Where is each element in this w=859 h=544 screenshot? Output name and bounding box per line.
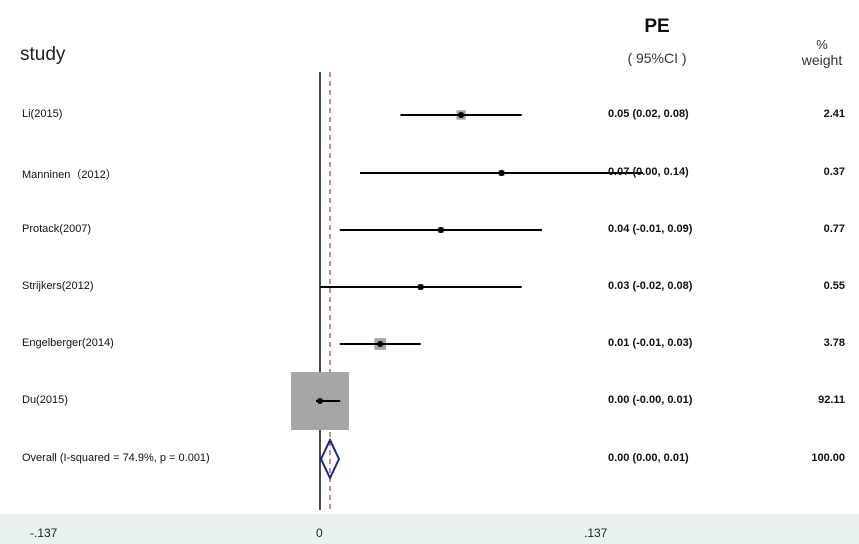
x-tick-label: .137 xyxy=(584,526,608,540)
study-weight: 3.78 xyxy=(823,337,845,349)
x-tick-label: -.137 xyxy=(30,526,58,540)
study-label: Protack(2007) xyxy=(22,223,92,235)
study-label: Engelberger(2014) xyxy=(22,337,114,349)
effect-estimate: 0.05 (0.02, 0.08) xyxy=(608,108,689,120)
weight-percent-header: % xyxy=(816,37,828,52)
point-estimate xyxy=(377,341,384,347)
study-label: Strijkers(2012) xyxy=(22,280,94,292)
study-label: Du(2015) xyxy=(22,394,68,406)
study-weight: 2.41 xyxy=(823,108,845,120)
effect-estimate: 0.00 (-0.00, 0.01) xyxy=(608,394,693,406)
study-weight: 0.55 xyxy=(823,280,845,292)
x-tick-label: 0 xyxy=(316,526,323,540)
effect-estimate: 0.04 (-0.01, 0.09) xyxy=(608,223,693,235)
point-estimate xyxy=(417,284,424,290)
x-axis-band xyxy=(0,514,859,544)
effect-estimate: 0.01 (-0.01, 0.03) xyxy=(608,337,693,349)
ci-column-header: ( 95%CI ) xyxy=(627,50,687,66)
effect-column-header: PE xyxy=(644,16,670,37)
effect-estimate: 0.03 (-0.02, 0.08) xyxy=(608,280,693,292)
study-weight: 0.77 xyxy=(823,223,845,235)
point-estimate xyxy=(498,170,505,176)
study-weight: 92.11 xyxy=(818,394,845,406)
study-column-header: study xyxy=(20,44,66,65)
effect-estimate: 0.07 (0.00, 0.14) xyxy=(608,166,689,178)
overall-weight: 100.00 xyxy=(811,452,845,464)
study-label: Li(2015) xyxy=(22,108,63,120)
point-estimate xyxy=(317,398,323,404)
point-estimate xyxy=(458,112,465,118)
overall-diamond xyxy=(319,437,341,481)
overall-label: Overall (I-squared = 74.9%, p = 0.001) xyxy=(22,452,210,464)
overall-estimate: 0.00 (0.00, 0.01) xyxy=(608,452,689,464)
study-weight: 0.37 xyxy=(823,166,845,178)
study-label: Manninen（2012） xyxy=(22,169,117,181)
weight-column-header: weight xyxy=(801,52,843,68)
point-estimate xyxy=(437,227,444,233)
